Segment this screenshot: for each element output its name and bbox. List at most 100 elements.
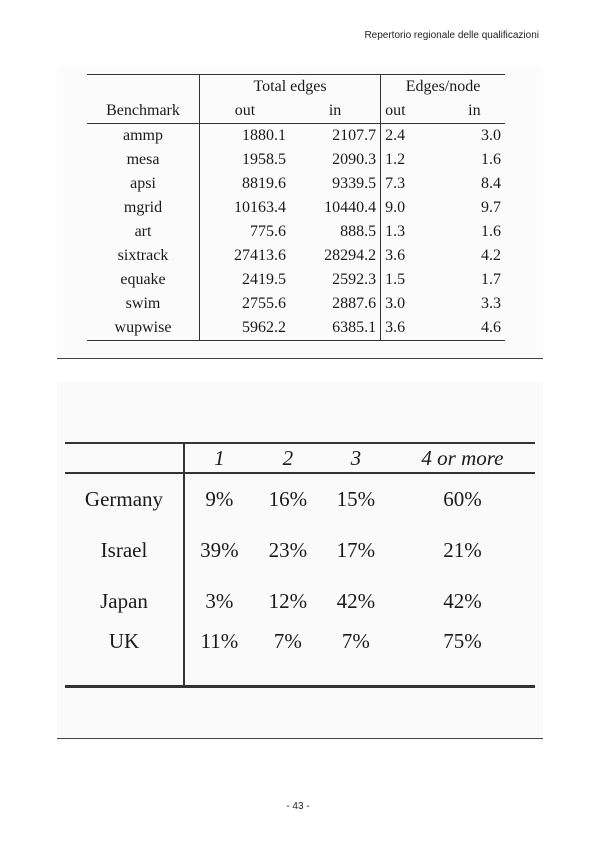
node-in-value: 3.0 bbox=[481, 127, 501, 144]
country-name: Israel bbox=[65, 525, 185, 576]
table-row: apsi 8819.6 9339.5 7.3 8.4 bbox=[87, 172, 505, 196]
node-out-value: 1.2 bbox=[385, 151, 406, 168]
percentage-cell: 15% bbox=[336, 487, 376, 511]
percentage-cell: 42% bbox=[443, 589, 482, 613]
total-out-value: 2755.6 bbox=[242, 295, 287, 312]
table-row: art 775.6 888.5 1.3 1.6 bbox=[87, 220, 505, 244]
benchmark-name: sixtrack bbox=[87, 244, 200, 268]
percentage-cell: 11% bbox=[184, 627, 254, 688]
table-row: Germany 9% 16% 15% 60% bbox=[65, 473, 535, 525]
total-out-value: 5962.2 bbox=[199, 316, 291, 341]
total-out-value: 1880.1 bbox=[242, 127, 287, 144]
total-in-value: 2107.7 bbox=[290, 123, 382, 148]
total-in-value: 9339.5 bbox=[290, 172, 382, 196]
total-in-header: in bbox=[290, 99, 382, 124]
total-out-value: 10163.4 bbox=[234, 199, 287, 216]
percentage-cell: 7% bbox=[321, 627, 390, 688]
total-in-value: 2887.6 bbox=[290, 292, 382, 316]
benchmark-name: wupwise bbox=[87, 316, 200, 341]
percentage-cell: 9% bbox=[205, 487, 234, 511]
node-out-value: 3.0 bbox=[385, 295, 406, 312]
benchmark-edges-table: Total edges Edges/node Benchmark out in … bbox=[87, 74, 505, 341]
country-distribution-figure: 1 2 3 4 or more Germany 9% 16% 15% 60% Israel… bbox=[57, 382, 543, 738]
total-out-value: 2419.5 bbox=[242, 271, 287, 288]
table-subheader-row: Benchmark out in out in bbox=[87, 99, 505, 124]
percentage-cell: 42% bbox=[336, 589, 376, 613]
country-name: Germany bbox=[65, 473, 185, 525]
percentage-cell: 7% bbox=[253, 627, 322, 688]
total-in-value: 10440.4 bbox=[290, 196, 382, 220]
node-in-header: in bbox=[443, 99, 505, 124]
country-distribution-table: 1 2 3 4 or more Germany 9% 16% 15% 60% Israel… bbox=[65, 442, 535, 688]
total-out-value: 27413.6 bbox=[234, 247, 287, 264]
figure-divider bbox=[57, 738, 543, 739]
table-header-row: Total edges Edges/node bbox=[87, 74, 505, 99]
benchmark-edges-figure: Total edges Edges/node Benchmark out in … bbox=[57, 68, 543, 358]
node-out-value: 9.0 bbox=[385, 199, 406, 216]
node-in-value: 4.2 bbox=[481, 247, 501, 264]
table-row: ammp 1880.1 2107.7 2.4 3.0 bbox=[87, 123, 505, 148]
benchmark-name: art bbox=[87, 220, 200, 244]
total-out-header: out bbox=[199, 99, 291, 124]
running-header: Repertorio regionale delle qualificazion… bbox=[364, 30, 539, 41]
total-in-value: 28294.2 bbox=[290, 244, 382, 268]
benchmark-header: Benchmark bbox=[87, 99, 200, 124]
edges-per-node-header: Edges/node bbox=[380, 74, 505, 99]
node-out-value: 2.4 bbox=[385, 127, 406, 144]
percentage-cell: 21% bbox=[443, 538, 482, 562]
percentage-cell: 16% bbox=[268, 487, 308, 511]
percentage-cell: 39% bbox=[200, 538, 239, 562]
country-name: Japan bbox=[65, 576, 185, 627]
percentage-cell: 3% bbox=[205, 589, 234, 613]
table-header-row: 1 2 3 4 or more bbox=[65, 442, 535, 474]
table-row: UK 11% 7% 7% 75% bbox=[65, 627, 535, 688]
total-out-value: 1958.5 bbox=[242, 151, 287, 168]
node-in-value: 4.6 bbox=[443, 316, 505, 341]
table-row: Israel 39% 23% 17% 21% bbox=[65, 525, 535, 576]
column-header: 2 bbox=[253, 442, 322, 474]
percentage-cell: 60% bbox=[443, 487, 482, 511]
benchmark-name: swim bbox=[87, 292, 200, 316]
column-header: 4 or more bbox=[389, 442, 535, 474]
node-out-value: 1.3 bbox=[385, 223, 406, 240]
percentage-cell: 75% bbox=[389, 627, 535, 688]
node-in-value: 3.3 bbox=[481, 295, 501, 312]
node-out-header: out bbox=[380, 99, 444, 124]
node-out-value: 1.5 bbox=[385, 271, 406, 288]
node-in-value: 1.6 bbox=[481, 151, 501, 168]
total-edges-header: Total edges bbox=[199, 74, 382, 99]
benchmark-name: apsi bbox=[87, 172, 200, 196]
percentage-cell: 17% bbox=[336, 538, 376, 562]
benchmark-name: equake bbox=[87, 268, 200, 292]
benchmark-name: ammp bbox=[87, 123, 200, 148]
total-out-value: 8819.6 bbox=[242, 175, 287, 192]
table-row: Japan 3% 12% 42% 42% bbox=[65, 576, 535, 627]
benchmark-name: mgrid bbox=[87, 196, 200, 220]
benchmark-name: mesa bbox=[87, 148, 200, 172]
page-number: - 43 - bbox=[286, 801, 310, 812]
node-in-value: 1.7 bbox=[481, 271, 501, 288]
table-row: wupwise 5962.2 6385.1 3.6 4.6 bbox=[87, 316, 505, 341]
node-out-value: 3.6 bbox=[380, 316, 444, 341]
node-in-value: 8.4 bbox=[481, 175, 501, 192]
total-in-value: 2592.3 bbox=[290, 268, 382, 292]
column-header: 3 bbox=[321, 442, 390, 474]
table-row: swim 2755.6 2887.6 3.0 3.3 bbox=[87, 292, 505, 316]
table-row: mesa 1958.5 2090.3 1.2 1.6 bbox=[87, 148, 505, 172]
percentage-cell: 12% bbox=[268, 589, 308, 613]
empty-cell bbox=[87, 74, 200, 99]
empty-cell bbox=[65, 442, 185, 474]
country-name: UK bbox=[65, 627, 185, 688]
table-row: sixtrack 27413.6 28294.2 3.6 4.2 bbox=[87, 244, 505, 268]
node-in-value: 1.6 bbox=[481, 223, 501, 240]
table-row: mgrid 10163.4 10440.4 9.0 9.7 bbox=[87, 196, 505, 220]
total-in-value: 888.5 bbox=[290, 220, 382, 244]
node-out-value: 7.3 bbox=[385, 175, 406, 192]
figure-divider bbox=[57, 358, 543, 359]
total-in-value: 2090.3 bbox=[290, 148, 382, 172]
node-out-value: 3.6 bbox=[385, 247, 406, 264]
percentage-cell: 23% bbox=[268, 538, 308, 562]
node-in-value: 9.7 bbox=[481, 199, 501, 216]
table-row: equake 2419.5 2592.3 1.5 1.7 bbox=[87, 268, 505, 292]
total-out-value: 775.6 bbox=[250, 223, 287, 240]
